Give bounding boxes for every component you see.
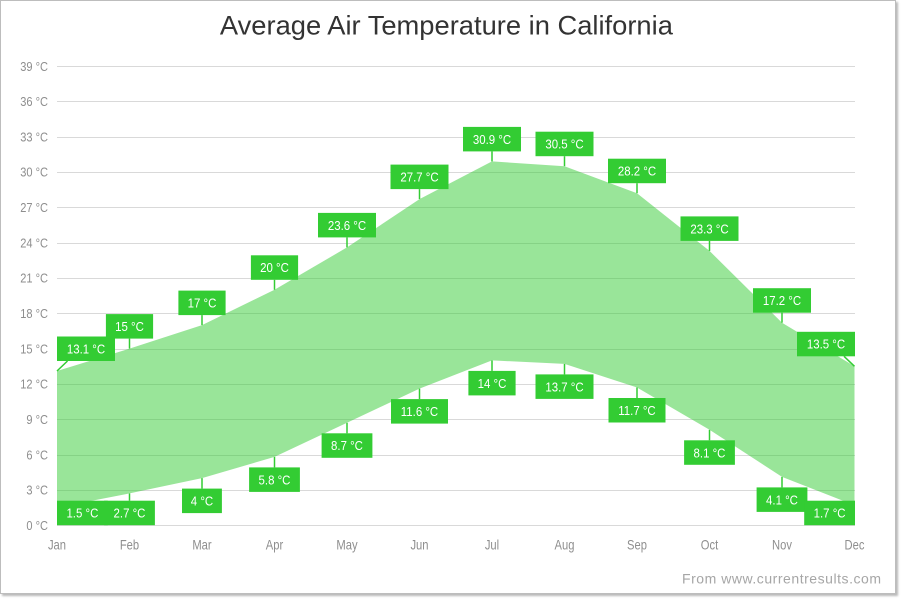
svg-text:Dec: Dec xyxy=(845,537,865,553)
svg-text:39 °C: 39 °C xyxy=(20,59,48,74)
svg-text:Jun: Jun xyxy=(410,537,428,553)
svg-text:30 °C: 30 °C xyxy=(20,165,48,180)
svg-text:Feb: Feb xyxy=(120,537,139,553)
svg-text:6 °C: 6 °C xyxy=(26,447,48,462)
svg-text:4 °C: 4 °C xyxy=(191,494,213,509)
svg-text:Jan: Jan xyxy=(48,537,66,553)
svg-text:21 °C: 21 °C xyxy=(20,271,48,286)
svg-text:30.9 °C: 30.9 °C xyxy=(473,132,511,147)
svg-text:24 °C: 24 °C xyxy=(20,235,48,250)
svg-text:1.7 °C: 1.7 °C xyxy=(814,506,846,521)
svg-text:28.2 °C: 28.2 °C xyxy=(618,164,656,179)
svg-text:11.6 °C: 11.6 °C xyxy=(401,404,438,419)
svg-text:From www.currentresults.com: From www.currentresults.com xyxy=(682,570,881,586)
svg-text:27.7 °C: 27.7 °C xyxy=(400,170,438,185)
svg-text:27 °C: 27 °C xyxy=(20,200,48,215)
svg-text:0 °C: 0 °C xyxy=(26,518,48,533)
svg-text:30.5 °C: 30.5 °C xyxy=(545,137,583,152)
svg-text:Jul: Jul xyxy=(485,537,499,553)
svg-text:5.8 °C: 5.8 °C xyxy=(259,472,291,487)
svg-text:18 °C: 18 °C xyxy=(20,306,48,321)
svg-text:13.5 °C: 13.5 °C xyxy=(807,337,845,352)
svg-text:Nov: Nov xyxy=(772,537,792,553)
svg-text:Oct: Oct xyxy=(701,537,718,553)
svg-text:Mar: Mar xyxy=(192,537,212,553)
svg-text:36 °C: 36 °C xyxy=(20,94,48,109)
svg-text:20 °C: 20 °C xyxy=(260,260,289,275)
svg-text:1.5 °C: 1.5 °C xyxy=(66,506,98,521)
svg-text:8.7 °C: 8.7 °C xyxy=(331,438,363,453)
svg-text:Average Air Temperature in Cal: Average Air Temperature in California xyxy=(220,10,674,40)
svg-text:15 °C: 15 °C xyxy=(115,319,144,334)
svg-text:May: May xyxy=(336,537,357,553)
svg-text:17.2 °C: 17.2 °C xyxy=(763,293,801,308)
svg-text:17 °C: 17 °C xyxy=(188,296,217,311)
svg-text:13.7 °C: 13.7 °C xyxy=(545,379,583,394)
svg-text:9 °C: 9 °C xyxy=(26,412,48,427)
svg-text:3 °C: 3 °C xyxy=(26,483,48,498)
svg-text:15 °C: 15 °C xyxy=(20,341,48,356)
svg-text:12 °C: 12 °C xyxy=(20,377,48,392)
svg-text:2.7 °C: 2.7 °C xyxy=(114,506,146,521)
svg-text:Aug: Aug xyxy=(555,537,575,553)
svg-text:23.6 °C: 23.6 °C xyxy=(328,218,366,233)
svg-text:Sep: Sep xyxy=(627,537,647,553)
svg-text:33 °C: 33 °C xyxy=(20,129,48,144)
svg-text:14 °C: 14 °C xyxy=(478,376,507,391)
svg-text:8.1 °C: 8.1 °C xyxy=(694,445,726,460)
svg-text:23.3 °C: 23.3 °C xyxy=(690,221,728,236)
svg-text:13.1 °C: 13.1 °C xyxy=(67,341,105,356)
svg-text:4.1 °C: 4.1 °C xyxy=(766,492,798,507)
svg-text:Apr: Apr xyxy=(266,537,284,553)
svg-text:11.7 °C: 11.7 °C xyxy=(618,403,655,418)
